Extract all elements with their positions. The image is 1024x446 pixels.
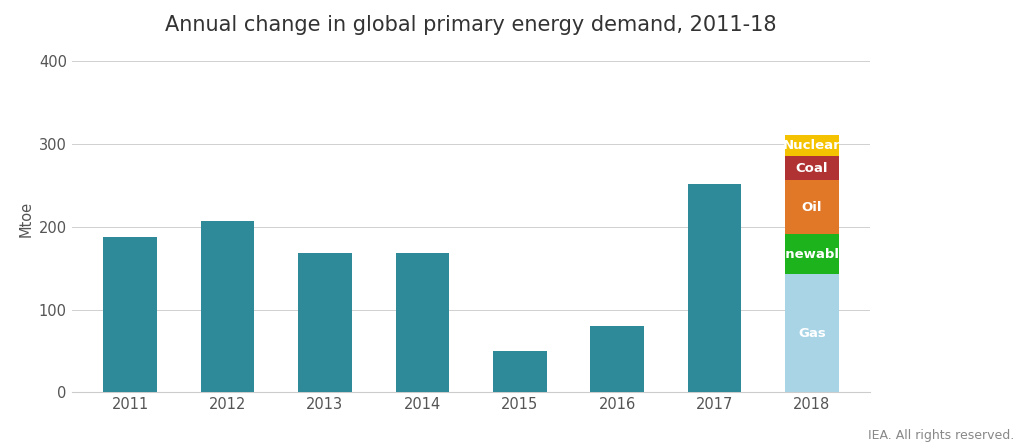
Text: Coal: Coal <box>796 161 828 174</box>
Bar <box>785 156 839 181</box>
Bar <box>298 253 351 392</box>
Text: Gas: Gas <box>798 327 825 340</box>
Bar <box>395 253 450 392</box>
Title: Annual change in global primary energy demand, 2011-18: Annual change in global primary energy d… <box>165 15 777 35</box>
Bar <box>785 181 839 234</box>
Text: Renewables: Renewables <box>767 248 857 260</box>
Bar <box>785 274 839 392</box>
Bar <box>103 237 157 392</box>
Bar <box>785 234 839 274</box>
Bar <box>785 135 839 156</box>
Bar <box>591 326 644 392</box>
Bar <box>688 184 741 392</box>
Text: Nuclear: Nuclear <box>783 139 841 152</box>
Text: Oil: Oil <box>802 201 822 214</box>
Y-axis label: Mtoe: Mtoe <box>18 201 33 236</box>
Text: IEA. All rights reserved.: IEA. All rights reserved. <box>867 429 1014 442</box>
Bar <box>493 351 547 392</box>
Bar <box>201 221 254 392</box>
